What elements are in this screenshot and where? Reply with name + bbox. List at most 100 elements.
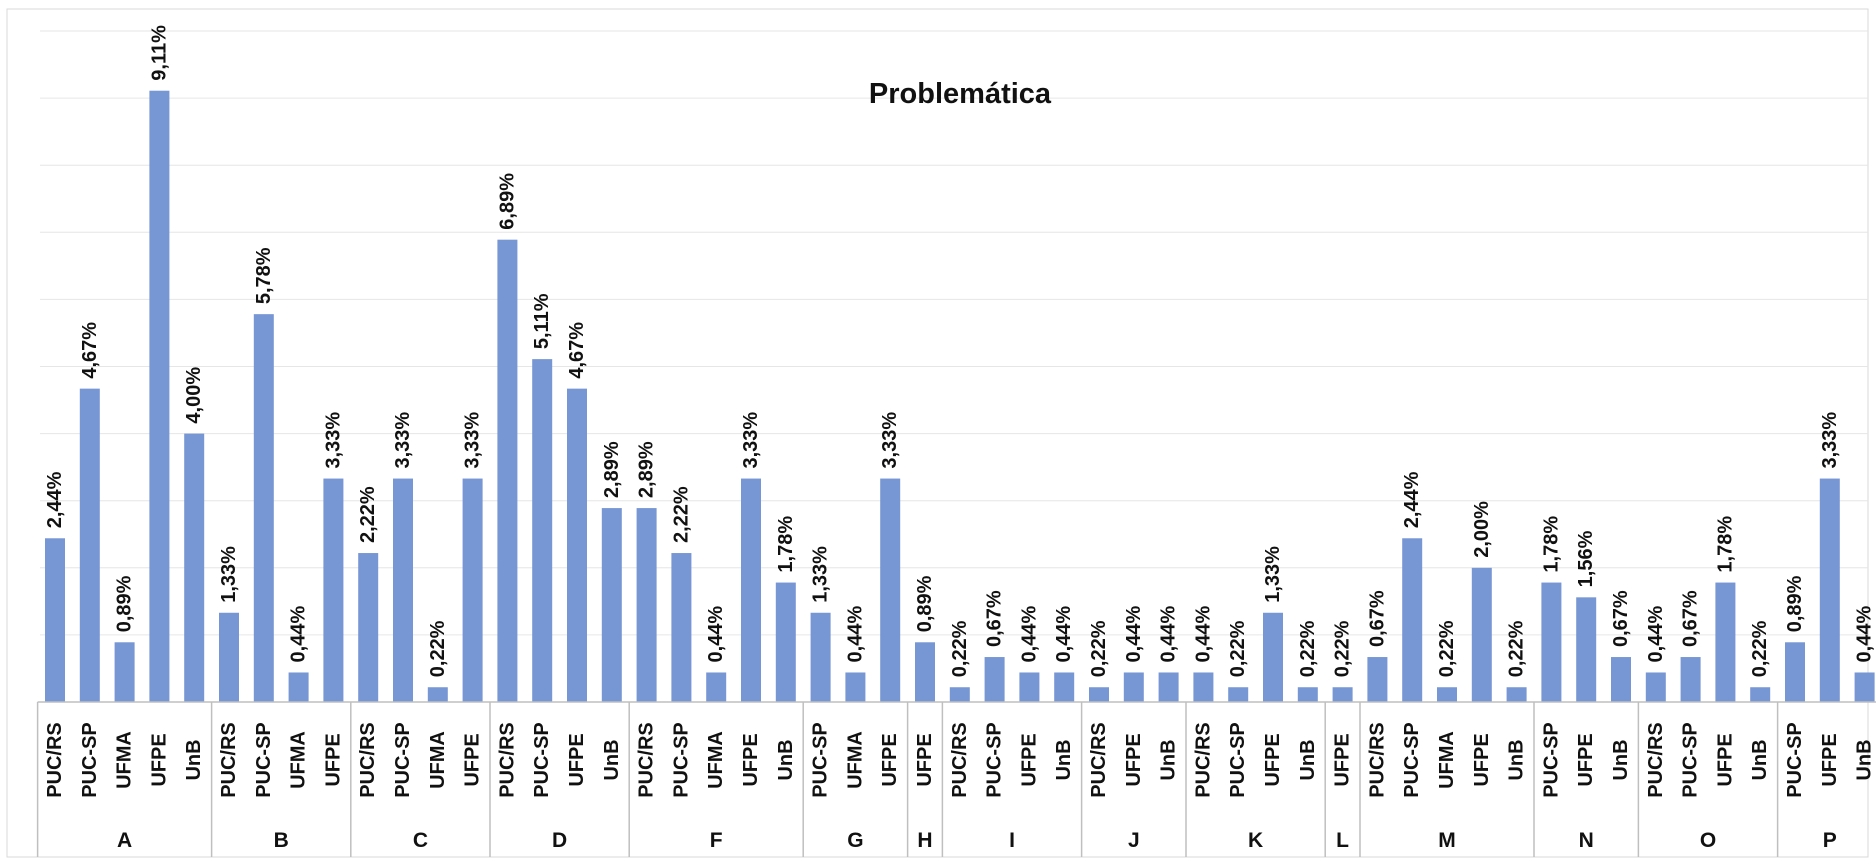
bar [1158,672,1179,702]
category-tick-label: UFMA [427,731,449,789]
category-tick-label: UnB [1506,739,1528,780]
bar [1680,657,1701,702]
data-label: 0,44% [705,606,727,663]
data-label: 0,44% [1645,606,1667,663]
data-label: 3,33% [322,412,344,469]
group-label: P [1823,829,1837,852]
data-label: 2,89% [601,441,623,498]
bar [1263,612,1283,702]
data-label: 0,22% [1506,620,1528,677]
data-label: 0,67% [1610,590,1632,647]
category-tick-label: UFPE [879,733,901,786]
bar [1367,657,1388,702]
category-tick-label: PUC-SP [984,722,1006,798]
category-tick-label: UFPE [462,733,484,786]
data-label: 3,33% [392,412,414,469]
bar [636,508,657,702]
bar [219,612,239,702]
category-tick-label: PUC-SP [79,722,101,798]
data-label: 0,22% [1332,620,1354,677]
data-label: 2,44% [1401,471,1423,528]
bar [497,239,518,702]
data-label: 0,67% [1680,590,1702,647]
bar [567,388,587,702]
data-label: 3,33% [879,412,901,469]
x-axis: PUC/RS PUC-SP UFMA UFPE UnB A PUC/RS PUC-SP UFMA… [36,701,1876,857]
bar [1123,672,1144,702]
bar [79,388,100,702]
bar [1819,478,1840,702]
group-label: O [1700,829,1716,852]
category-tick-label: PUC/RS [1088,722,1110,798]
group-label: B [274,829,289,852]
data-label: 5,78% [253,247,275,304]
bar [845,672,866,702]
category-tick-label: UFPE [148,733,170,786]
category-tick-label: UFPE [322,733,344,786]
data-label: 6,89% [496,173,518,230]
data-label: 3,33% [462,412,484,469]
data-label: 0,22% [1088,620,1110,677]
category-tick-label: PUC-SP [1540,722,1562,798]
category-tick-label: PUC/RS [949,722,971,798]
bar [1785,642,1805,702]
category-tick-label: PUC-SP [1401,722,1423,798]
group-label: N [1579,829,1594,852]
bar [358,553,379,702]
bar [601,508,622,702]
bar [1715,582,1736,702]
data-label: 3,33% [1819,412,1841,469]
category-tick-label: UFPE [1714,733,1736,786]
bar [880,478,901,702]
data-label: 0,44% [1123,606,1145,663]
bars [45,90,1875,703]
bar [1054,672,1075,702]
data-label: 1,56% [1575,530,1597,587]
category-tick-label: PUC/RS [1645,722,1667,798]
bar [775,582,796,702]
category-tick-label: UnB [601,739,623,780]
category-tick-label: PUC/RS [636,722,658,798]
data-label: 0,22% [427,620,449,677]
group-label: I [1009,829,1015,852]
category-tick-label: UFPE [1575,733,1597,786]
chart-title: Problemática [869,78,1052,110]
bar [1611,657,1631,702]
data-label: 0,89% [914,575,936,632]
category-tick-label: PUC/RS [44,722,66,798]
data-label: 0,44% [1018,606,1040,663]
bar [1750,687,1771,702]
category-tick-label: UFPE [1123,733,1145,786]
data-label: 0,44% [288,606,310,663]
bar [288,672,309,702]
category-tick-label: PUC-SP [670,722,692,798]
category-tick-label: UnB [1297,739,1319,780]
bar [45,538,65,702]
bar [1541,582,1562,702]
bar [1402,538,1423,702]
category-tick-label: UnB [183,739,205,780]
category-tick-label: UnB [1854,739,1876,780]
bar [149,90,170,703]
data-label: 1,33% [810,546,832,603]
bar [915,642,935,702]
category-tick-label: UFPE [1018,733,1040,786]
category-tick-label: UFPE [1332,733,1354,786]
bar [1019,672,1040,702]
data-label: 2,89% [636,441,658,498]
category-tick-label: UnB [1610,739,1632,780]
bar [114,642,135,702]
group-label: D [552,829,567,852]
data-label: 4,00% [183,367,205,424]
bar [1854,672,1875,702]
bar [253,314,274,702]
data-label: 0,22% [1297,620,1319,677]
category-tick-label: PUC-SP [531,722,553,798]
category-tick-label: UFMA [844,731,866,789]
group-label: A [117,829,132,852]
group-label: F [710,829,723,852]
data-label: 1,78% [775,516,797,573]
data-label: 0,44% [1158,606,1180,663]
data-label: 0,22% [1227,620,1249,677]
